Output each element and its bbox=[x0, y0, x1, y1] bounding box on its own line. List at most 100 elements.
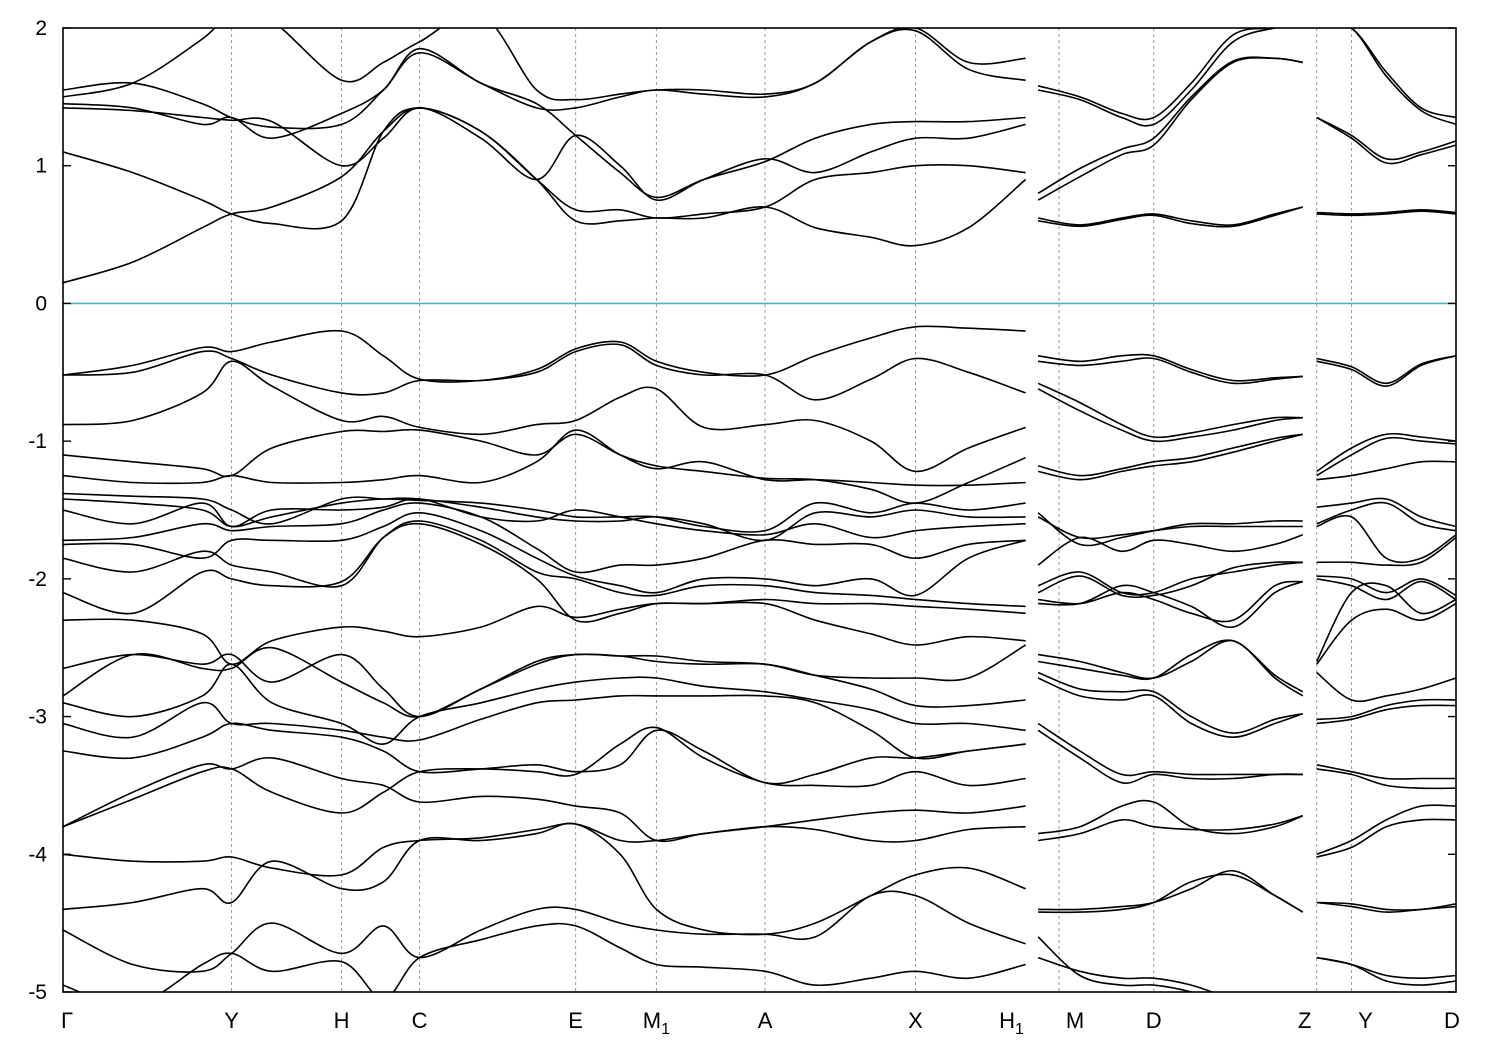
y-tick-label: -5 bbox=[28, 981, 47, 1004]
band-line bbox=[1316, 901, 1456, 911]
plot-frame bbox=[62, 27, 1457, 993]
band-line bbox=[1037, 388, 1303, 443]
band-line bbox=[63, 890, 1026, 973]
band-line bbox=[1316, 501, 1456, 532]
band-line bbox=[1349, 28, 1456, 119]
band-line bbox=[1037, 206, 1304, 228]
k-point-label: Z bbox=[1298, 1008, 1311, 1033]
band-line bbox=[1037, 512, 1303, 547]
y-tick-label: -4 bbox=[28, 843, 47, 866]
k-point-label: Y bbox=[224, 1008, 239, 1033]
y-tick-label: -2 bbox=[28, 568, 47, 591]
band-line bbox=[1037, 534, 1304, 566]
band-line bbox=[1037, 28, 1279, 127]
band-line bbox=[1037, 671, 1303, 734]
band-line bbox=[63, 646, 1026, 718]
band-line bbox=[63, 722, 1026, 785]
band-line bbox=[1316, 575, 1456, 597]
band-line bbox=[1316, 671, 1456, 703]
band-line bbox=[1316, 536, 1456, 567]
band-line bbox=[63, 644, 1026, 718]
band-line bbox=[63, 497, 1026, 542]
k-point-label: M bbox=[1066, 1008, 1084, 1033]
k-point-label: M1 bbox=[643, 1008, 670, 1038]
band-line bbox=[1037, 561, 1303, 599]
k-point-label: C bbox=[412, 1008, 428, 1033]
k-point-label: D bbox=[1444, 1008, 1460, 1033]
band-line bbox=[1315, 582, 1456, 662]
y-tick-label: 0 bbox=[35, 292, 47, 315]
k-point-label: H bbox=[334, 1008, 350, 1033]
band-line bbox=[1350, 28, 1456, 126]
band-line bbox=[1037, 561, 1303, 596]
k-point-label: Y bbox=[1358, 1008, 1373, 1033]
band-line bbox=[63, 822, 1026, 877]
band-line bbox=[1037, 814, 1304, 842]
band-line bbox=[63, 694, 1026, 760]
band-line bbox=[1316, 956, 1456, 979]
band-line bbox=[1037, 729, 1303, 784]
k-point-label: A bbox=[758, 1008, 773, 1033]
band-line bbox=[1316, 768, 1456, 790]
band-line bbox=[1316, 764, 1456, 780]
band-lines bbox=[63, 28, 1456, 992]
y-tick-label: -3 bbox=[28, 706, 47, 729]
band-line bbox=[1037, 382, 1303, 439]
k-point-label: E bbox=[568, 1008, 583, 1033]
band-line bbox=[63, 107, 1026, 201]
band-line bbox=[1037, 56, 1303, 201]
y-tick-label: 1 bbox=[35, 155, 47, 178]
band-line bbox=[1038, 580, 1303, 623]
band-line bbox=[1316, 497, 1456, 528]
band-line bbox=[1037, 516, 1303, 540]
band-line bbox=[1038, 869, 1304, 913]
band-line bbox=[1316, 704, 1456, 725]
y-tick-label: 2 bbox=[35, 17, 47, 40]
band-line bbox=[1316, 578, 1456, 601]
band-line bbox=[1037, 639, 1304, 697]
band-line bbox=[1037, 639, 1304, 693]
band-line bbox=[1316, 355, 1456, 385]
k-point-label: H1 bbox=[999, 1008, 1024, 1038]
band-line bbox=[63, 726, 1026, 828]
band-line bbox=[63, 343, 1026, 401]
band-line bbox=[1316, 116, 1456, 165]
band-line bbox=[1038, 357, 1303, 385]
band-line bbox=[63, 520, 1026, 608]
band-line bbox=[63, 511, 1026, 597]
k-point-label: D bbox=[1146, 1008, 1162, 1033]
band-line bbox=[1316, 209, 1456, 215]
band-line bbox=[1316, 116, 1456, 161]
band-line bbox=[63, 325, 1026, 383]
band-line bbox=[1316, 818, 1456, 858]
band-line bbox=[63, 28, 1026, 101]
band-line bbox=[1037, 28, 1282, 121]
band-line bbox=[1316, 602, 1456, 665]
band-line bbox=[1037, 799, 1304, 835]
band-line bbox=[63, 492, 1026, 533]
band-line bbox=[63, 601, 1026, 665]
band-line bbox=[63, 107, 1027, 247]
band-line bbox=[1037, 433, 1303, 481]
k-point-subscript: 1 bbox=[661, 1021, 670, 1038]
band-line bbox=[63, 360, 1026, 473]
band-line bbox=[1316, 514, 1456, 564]
band-line bbox=[63, 28, 1026, 130]
k-point-subscript: 1 bbox=[1015, 1021, 1024, 1038]
band-line bbox=[1037, 433, 1303, 477]
band-line bbox=[63, 663, 1026, 745]
band-line bbox=[1316, 210, 1456, 217]
band-line bbox=[1037, 722, 1303, 777]
band-line bbox=[1316, 436, 1456, 477]
band-line bbox=[63, 502, 1026, 574]
k-point-label: Γ bbox=[61, 1008, 73, 1033]
k-point-label: X bbox=[908, 1008, 923, 1033]
band-line bbox=[1037, 956, 1215, 992]
band-line bbox=[1316, 355, 1456, 387]
band-line bbox=[63, 522, 1026, 623]
band-line bbox=[63, 107, 1026, 284]
band-line bbox=[63, 429, 1026, 487]
band-line bbox=[1037, 206, 1303, 226]
band-line bbox=[1316, 432, 1456, 473]
